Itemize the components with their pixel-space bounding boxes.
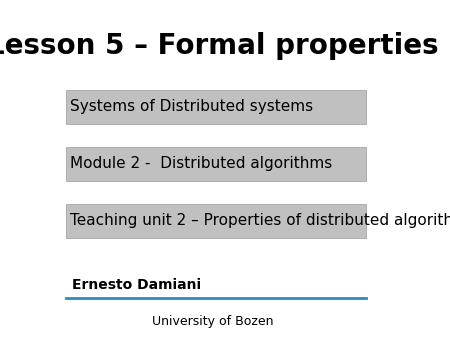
Text: Module 2 -  Distributed algorithms: Module 2 - Distributed algorithms [70,156,333,171]
Text: Lesson 5 – Formal properties: Lesson 5 – Formal properties [0,31,438,59]
FancyBboxPatch shape [66,90,366,124]
Text: Systems of Distributed systems: Systems of Distributed systems [70,99,314,115]
Text: Ernesto Damiani: Ernesto Damiani [72,277,201,292]
FancyBboxPatch shape [66,204,366,238]
Text: Teaching unit 2 – Properties of distributed algorithms: Teaching unit 2 – Properties of distribu… [70,214,450,228]
FancyBboxPatch shape [66,147,366,181]
Text: University of Bozen: University of Bozen [152,315,273,328]
